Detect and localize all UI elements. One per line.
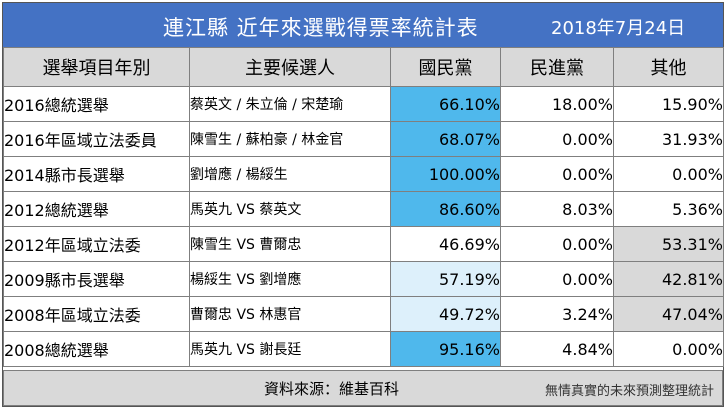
table-row: 2012總統選舉 馬英九 VS 蔡英文 86.60% 8.03% 5.36% (3, 191, 724, 227)
page-title: 連江縣 近年來選戰得票率統計表 (163, 16, 479, 40)
other-cell: 42.81% (613, 261, 724, 297)
title-bar: 連江縣 近年來選戰得票率統計表 2018年7月24日 (3, 3, 723, 47)
kmt-cell: 49.72% (390, 296, 501, 332)
dpp-cell: 0.00% (500, 261, 614, 297)
table-row: 2016總統選舉 蔡英文 / 朱立倫 / 宋楚瑜 66.10% 18.00% 1… (3, 86, 724, 122)
header-kmt: 國民黨 (390, 47, 501, 87)
candidates-cell: 陳雪生 / 蘇柏豪 / 林金官 (189, 121, 391, 157)
election-cell: 2012總統選舉 (3, 191, 190, 227)
candidates-cell: 楊綏生 VS 劉增應 (189, 261, 391, 297)
dpp-cell: 8.03% (500, 191, 614, 227)
source-note: 資料來源：維基百科 (264, 380, 400, 398)
table-row: 2016年區域立法委員 陳雪生 / 蘇柏豪 / 林金官 68.07% 0.00%… (3, 121, 724, 157)
dpp-cell: 0.00% (500, 226, 614, 262)
dpp-cell: 18.00% (500, 86, 614, 122)
footer-remark: 無情真實的未來預測整理統計 (544, 384, 714, 399)
header-other: 其他 (613, 47, 724, 87)
footer-bar: 資料來源：維基百科 無情真實的未來預測整理統計 (3, 370, 723, 406)
kmt-cell: 66.10% (390, 86, 501, 122)
kmt-cell: 57.19% (390, 261, 501, 297)
election-cell: 2008總統選舉 (3, 331, 190, 367)
kmt-cell: 100.00% (390, 156, 501, 192)
other-cell: 5.36% (613, 191, 724, 227)
dpp-cell: 0.00% (500, 156, 614, 192)
other-cell: 53.31% (613, 226, 724, 262)
kmt-cell: 86.60% (390, 191, 501, 227)
election-cell: 2016年區域立法委員 (3, 121, 190, 157)
table-row: 2008總統選舉 馬英九 VS 謝長廷 95.16% 4.84% 0.00% (3, 331, 724, 367)
table-row: 2012年區域立法委 陳雪生 VS 曹爾忠 46.69% 0.00% 53.31… (3, 226, 724, 262)
candidates-cell: 陳雪生 VS 曹爾忠 (189, 226, 391, 262)
other-cell: 15.90% (613, 86, 724, 122)
election-cell: 2014縣市長選舉 (3, 156, 190, 192)
kmt-cell: 46.69% (390, 226, 501, 262)
other-cell: 0.00% (613, 331, 724, 367)
election-cell: 2008年區域立法委 (3, 296, 190, 332)
election-cell: 2009縣市長選舉 (3, 261, 190, 297)
vote-share-table: 選舉項目年別 主要候選人 國民黨 民進黨 其他 2016總統選舉 蔡英文 / 朱… (3, 47, 724, 367)
dpp-cell: 0.00% (500, 121, 614, 157)
candidates-cell: 曹爾忠 VS 林惠官 (189, 296, 391, 332)
header-election: 選舉項目年別 (3, 47, 190, 87)
other-cell: 47.04% (613, 296, 724, 332)
election-cell: 2016總統選舉 (3, 86, 190, 122)
election-cell: 2012年區域立法委 (3, 226, 190, 262)
candidates-cell: 蔡英文 / 朱立倫 / 宋楚瑜 (189, 86, 391, 122)
table-row: 2008年區域立法委 曹爾忠 VS 林惠官 49.72% 3.24% 47.04… (3, 296, 724, 332)
other-cell: 31.93% (613, 121, 724, 157)
dpp-cell: 4.84% (500, 331, 614, 367)
date-label: 2018年7月24日 (551, 18, 686, 39)
candidates-cell: 劉增應 / 楊綏生 (189, 156, 391, 192)
table-row: 2014縣市長選舉 劉增應 / 楊綏生 100.00% 0.00% 0.00% (3, 156, 724, 192)
candidates-cell: 馬英九 VS 蔡英文 (189, 191, 391, 227)
candidates-cell: 馬英九 VS 謝長廷 (189, 331, 391, 367)
header-candidates: 主要候選人 (189, 47, 391, 87)
other-cell: 0.00% (613, 156, 724, 192)
header-dpp: 民進黨 (500, 47, 614, 87)
dpp-cell: 3.24% (500, 296, 614, 332)
header-row: 選舉項目年別 主要候選人 國民黨 民進黨 其他 (3, 47, 724, 87)
kmt-cell: 95.16% (390, 331, 501, 367)
table-row: 2009縣市長選舉 楊綏生 VS 劉增應 57.19% 0.00% 42.81% (3, 261, 724, 297)
kmt-cell: 68.07% (390, 121, 501, 157)
